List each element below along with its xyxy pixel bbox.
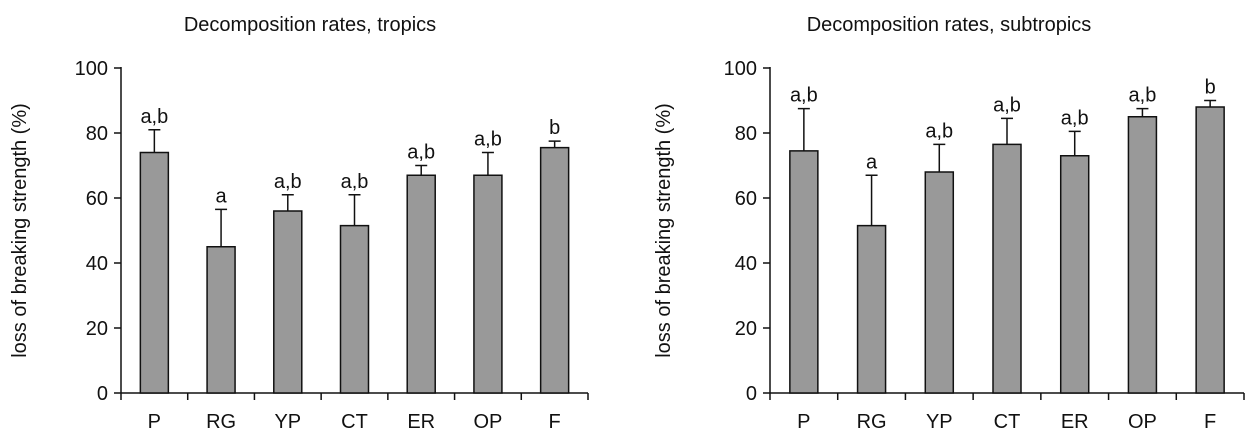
y-axis-label: loss of breaking strength (%)	[653, 103, 675, 358]
bar	[206, 246, 236, 394]
x-tick-label: ER	[1061, 411, 1089, 433]
y-tick-label: 60	[86, 188, 108, 210]
x-tick-label: CT	[341, 411, 368, 433]
significance-label: a,b	[993, 94, 1021, 116]
y-axis-label: loss of breaking strength (%)	[9, 103, 31, 358]
bar	[273, 210, 303, 394]
bar	[539, 146, 570, 394]
bar	[406, 174, 436, 394]
significance-label: a	[866, 151, 878, 173]
x-tick-label: CT	[994, 411, 1021, 433]
significance-label: a,b	[474, 129, 502, 151]
x-tick-label: OP	[473, 411, 502, 433]
significance-label: a,b	[790, 85, 818, 107]
y-tick-label: 0	[97, 383, 108, 405]
bar	[924, 171, 955, 394]
significance-label: a,b	[925, 120, 953, 142]
significance-label: a	[216, 185, 228, 207]
y-tick-label: 80	[86, 123, 108, 145]
bar	[1127, 116, 1158, 394]
bar	[339, 224, 370, 394]
chart-title: Decomposition rates, tropics	[184, 14, 436, 36]
significance-label: a,b	[407, 142, 435, 164]
bar	[992, 143, 1022, 394]
x-tick-label: ER	[407, 411, 435, 433]
bar	[856, 224, 887, 394]
significance-label: a,b	[1129, 85, 1157, 107]
significance-label: a,b	[274, 171, 302, 193]
significance-label: a,b	[1061, 107, 1089, 129]
y-tick-label: 20	[735, 318, 757, 340]
significance-label: b	[1205, 77, 1216, 99]
bar	[473, 174, 503, 394]
chart-subtropics: Decomposition rates, subtropics loss of b…	[653, 14, 1245, 433]
chart-title: Decomposition rates, subtropics	[807, 14, 1092, 36]
y-tick-label: 60	[735, 188, 757, 210]
y-tick-label: 0	[746, 383, 757, 405]
bar	[139, 151, 170, 394]
x-tick-label: P	[797, 411, 810, 433]
x-tick-label: RG	[206, 411, 236, 433]
x-tick-label: YP	[926, 411, 953, 433]
y-tick-label: 40	[735, 253, 757, 275]
y-tick-label: 80	[735, 123, 757, 145]
significance-label: a,b	[140, 106, 168, 128]
y-tick-label: 100	[724, 58, 757, 80]
x-tick-label: OP	[1128, 411, 1157, 433]
x-tick-label: P	[148, 411, 161, 433]
x-tick-label: RG	[857, 411, 887, 433]
bar	[1195, 106, 1225, 394]
x-tick-label: F	[549, 411, 561, 433]
significance-label: a,b	[341, 171, 369, 193]
x-tick-label: F	[1204, 411, 1216, 433]
chart-tropics: Decomposition rates, tropics loss of brea…	[9, 14, 589, 433]
y-tick-label: 40	[86, 253, 108, 275]
y-tick-label: 100	[75, 58, 108, 80]
bar	[789, 150, 819, 394]
bar	[1059, 155, 1090, 394]
x-tick-label: YP	[274, 411, 301, 433]
y-tick-label: 20	[86, 318, 108, 340]
significance-label: b	[549, 117, 560, 139]
